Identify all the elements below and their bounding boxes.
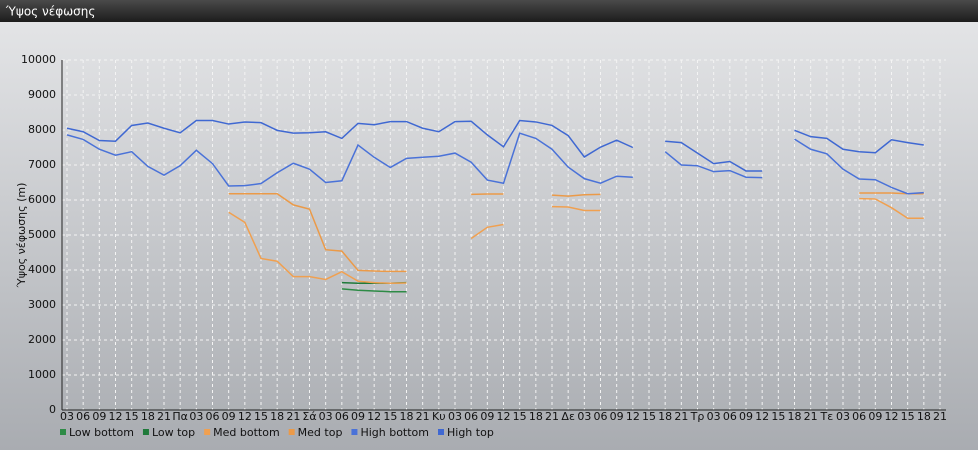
x-tick-label: 21 — [286, 410, 300, 423]
x-tick-label: Τε — [819, 410, 833, 423]
x-tick-label: 09 — [480, 410, 494, 423]
chart-title: Ύψος νέφωσης — [5, 5, 95, 19]
x-tick-label: 03 — [60, 410, 74, 423]
x-tick-label: 03 — [189, 410, 203, 423]
x-tick-label: 03 — [707, 410, 721, 423]
legend-label: Low top — [152, 426, 195, 439]
x-tick-label: 09 — [92, 410, 106, 423]
x-tick-label: 09 — [222, 410, 236, 423]
x-tick-label: 09 — [351, 410, 365, 423]
x-tick-label: 06 — [594, 410, 608, 423]
y-tick-label: 5000 — [28, 228, 56, 241]
legend-label: Med top — [298, 426, 343, 439]
y-tick-label: 9000 — [28, 88, 56, 101]
x-tick-label: 06 — [464, 410, 478, 423]
x-tick-label: 18 — [141, 410, 155, 423]
x-tick-label: 15 — [513, 410, 527, 423]
x-tick-label: 03 — [577, 410, 591, 423]
x-tick-label: 15 — [125, 410, 139, 423]
x-tick-label: 03 — [836, 410, 850, 423]
x-tick-label: 06 — [335, 410, 349, 423]
legend-swatch — [204, 429, 211, 435]
legend-swatch — [60, 429, 66, 435]
x-tick-label: 06 — [206, 410, 220, 423]
x-tick-label: 06 — [76, 410, 90, 423]
x-tick-label: 18 — [400, 410, 414, 423]
legend-swatch — [288, 429, 295, 435]
x-tick-label: 15 — [642, 410, 656, 423]
x-tick-label: 21 — [416, 410, 430, 423]
y-tick-label: 10000 — [21, 53, 56, 66]
x-tick-label: 06 — [852, 410, 866, 423]
y-tick-label: 3000 — [28, 298, 56, 311]
x-tick-label: 12 — [238, 410, 252, 423]
x-tick-label: Σά — [302, 410, 316, 423]
y-tick-label: 6000 — [28, 193, 56, 206]
x-tick-label: 21 — [933, 410, 947, 423]
x-tick-label: 03 — [448, 410, 462, 423]
x-tick-label: 18 — [917, 410, 931, 423]
header-bar — [0, 0, 978, 22]
legend-swatch — [351, 429, 358, 435]
x-tick-label: 18 — [658, 410, 672, 423]
legend-swatch — [438, 429, 444, 435]
x-tick-label: 09 — [610, 410, 624, 423]
series-line — [341, 288, 407, 293]
x-tick-label: 21 — [545, 410, 559, 423]
x-tick-label: 18 — [788, 410, 802, 423]
x-tick-label: 12 — [367, 410, 381, 423]
y-tick-label: 1000 — [28, 368, 56, 381]
legend-swatch — [142, 429, 149, 435]
x-tick-label: 09 — [868, 410, 882, 423]
x-tick-label: 12 — [885, 410, 899, 423]
x-tick-label: 18 — [270, 410, 284, 423]
x-tick-label: Δε — [561, 410, 575, 423]
y-tick-label: 7000 — [28, 158, 56, 171]
y-tick-label: 2000 — [28, 333, 56, 346]
x-tick-label: 12 — [497, 410, 511, 423]
legend-label: High top — [447, 426, 494, 439]
series-line — [66, 119, 924, 172]
x-tick-label: 12 — [109, 410, 123, 423]
x-tick-label: 21 — [674, 410, 688, 423]
legend-label: High bottom — [360, 426, 429, 439]
y-tick-label: 4000 — [28, 263, 56, 276]
y-tick-label: 0 — [49, 403, 56, 416]
y-axis-label: Ύψος νέφωσης (m) — [15, 183, 28, 289]
series-line — [228, 197, 924, 285]
x-tick-label: Πα — [172, 410, 188, 423]
x-tick-label: 15 — [254, 410, 268, 423]
x-tick-label: Τρ — [690, 410, 705, 423]
x-tick-label: 03 — [319, 410, 333, 423]
series-line — [228, 192, 924, 273]
x-tick-label: 15 — [901, 410, 915, 423]
x-tick-label: 09 — [739, 410, 753, 423]
x-tick-label: 12 — [626, 410, 640, 423]
legend-label: Low bottom — [69, 426, 134, 439]
y-tick-label: 8000 — [28, 123, 56, 136]
x-tick-label: 21 — [804, 410, 818, 423]
x-tick-label: 21 — [157, 410, 171, 423]
x-tick-label: 12 — [755, 410, 769, 423]
x-tick-label: 15 — [383, 410, 397, 423]
legend-label: Med bottom — [213, 426, 280, 439]
x-tick-label: 06 — [723, 410, 737, 423]
x-tick-label: 15 — [771, 410, 785, 423]
x-tick-label: 18 — [529, 410, 543, 423]
x-tick-label: Κυ — [432, 410, 446, 423]
series-line — [66, 132, 924, 195]
